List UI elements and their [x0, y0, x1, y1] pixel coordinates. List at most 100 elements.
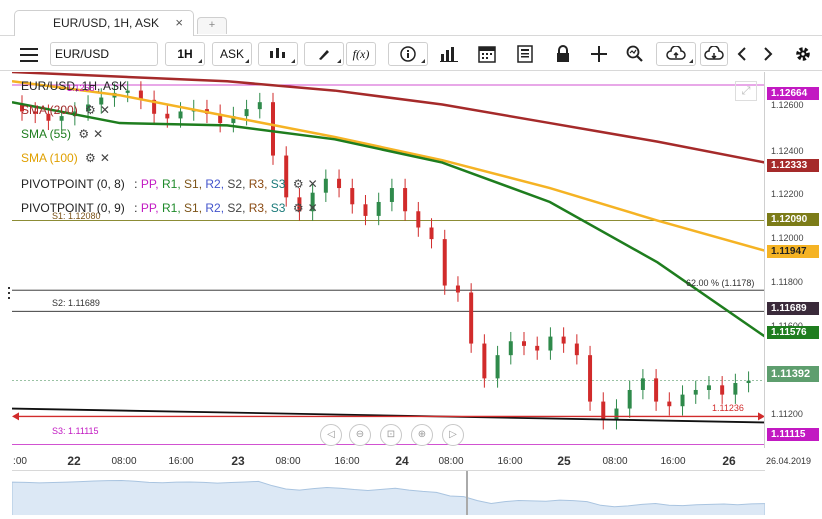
- legend-sma200[interactable]: SMA (200) ⚙ ✕: [21, 103, 110, 117]
- chart-tab[interactable]: EUR/USD, 1H, ASK ×: [14, 10, 194, 36]
- pivot2-label: PIVOTPOINT (0, 9): [21, 201, 125, 215]
- menu-button[interactable]: [14, 42, 44, 66]
- chevron-left-icon: [737, 47, 746, 61]
- candle-body: [469, 292, 474, 344]
- navigator[interactable]: [12, 470, 765, 515]
- new-tab-button[interactable]: +: [197, 17, 227, 34]
- news-button[interactable]: [510, 42, 540, 66]
- crosshair-button[interactable]: [584, 42, 614, 66]
- candle-body: [125, 90, 130, 93]
- volume-button[interactable]: [434, 42, 464, 66]
- pan-left-button[interactable]: ◁: [320, 424, 342, 446]
- pp-label: PP,: [140, 201, 159, 215]
- s2-price-label: 1.11689: [767, 302, 819, 315]
- symbol-input[interactable]: EUR/USD: [50, 42, 158, 66]
- timeframe-select[interactable]: 1H: [165, 42, 205, 66]
- scroll-left-button[interactable]: [730, 42, 754, 66]
- s1-label: S1,: [184, 177, 203, 191]
- gear-icon[interactable]: ⚙: [78, 127, 90, 141]
- s1-level-label: S1: 1.12080: [52, 211, 101, 221]
- zoom-out-button[interactable]: ⊖: [349, 424, 371, 446]
- fit-button[interactable]: ⊡: [380, 424, 402, 446]
- s1-price-label: 1.12090: [767, 213, 819, 226]
- legend-pivot2[interactable]: PIVOTPOINT (0, 9) : PP, R1, S1, R2, S2, …: [21, 201, 318, 215]
- expand-icon[interactable]: ⤢: [735, 81, 757, 101]
- bar-chart-icon: [440, 47, 458, 62]
- candle-body: [522, 341, 526, 346]
- legend-pivot1[interactable]: PIVOTPOINT (0, 8) : PP, R1, S1, R2, S2, …: [21, 177, 318, 191]
- candle-body: [667, 401, 672, 407]
- chart-type-button[interactable]: [258, 42, 298, 66]
- sma200-price-label: 1.12333: [767, 159, 819, 172]
- close-icon[interactable]: ✕: [99, 103, 110, 117]
- s1-label: S1,: [184, 201, 203, 215]
- chart-tab-title: EUR/USD, 1H, ASK: [53, 16, 160, 30]
- pp-price-label: 1.12664: [767, 87, 819, 100]
- navigator-handle[interactable]: [466, 471, 468, 515]
- scroll-right-button[interactable]: [756, 42, 780, 66]
- candle-body: [495, 355, 500, 379]
- candle-body: [284, 155, 289, 198]
- candle-body: [297, 197, 302, 212]
- legend-title: EUR/USD, 1H, ASK: [21, 79, 128, 93]
- pan-right-button[interactable]: ▷: [442, 424, 464, 446]
- lock-button[interactable]: [548, 42, 578, 66]
- calendar-icon: [478, 46, 496, 63]
- gear-icon[interactable]: ⚙: [85, 103, 96, 117]
- zoom-icon: [626, 45, 643, 62]
- indicators-button[interactable]: f(x): [346, 42, 376, 66]
- pivot1-colon: :: [134, 177, 138, 191]
- close-icon[interactable]: ×: [175, 15, 183, 30]
- candle-body: [389, 188, 394, 202]
- side-select[interactable]: ASK: [212, 42, 252, 66]
- candle-body: [720, 385, 725, 395]
- gear-icon[interactable]: ⚙: [292, 201, 304, 215]
- zoom-in-button[interactable]: ⊕: [411, 424, 433, 446]
- r3-label: R3,: [248, 201, 268, 215]
- candle-body: [588, 355, 593, 402]
- candle-body: [244, 109, 249, 117]
- time-axis[interactable]: :00 22 08:00 16:00 23 08:00 16:00 24 08:…: [12, 452, 765, 470]
- sma100-price-label: 1.11947: [767, 245, 819, 258]
- settings-button[interactable]: [790, 42, 816, 66]
- resize-handle[interactable]: [7, 287, 11, 301]
- candle-body: [654, 378, 659, 402]
- upload-button[interactable]: [656, 42, 696, 66]
- close-icon[interactable]: ✕: [99, 151, 110, 165]
- close-icon[interactable]: ✕: [307, 201, 318, 215]
- x-tick: 08:00: [275, 456, 301, 467]
- price-chart[interactable]: [12, 72, 765, 448]
- r3-label: R3,: [248, 177, 268, 191]
- candle-body: [627, 389, 632, 409]
- close-icon[interactable]: ✕: [307, 177, 318, 191]
- candle-body: [693, 389, 698, 395]
- calendar-button[interactable]: [472, 42, 502, 66]
- candle-body: [86, 104, 91, 112]
- draw-tool-button[interactable]: [304, 42, 344, 66]
- navigator-chart: [12, 479, 765, 515]
- chart-plot-area[interactable]: 1.1268 S1: 1.12080 S2: 1.11689 S3: 1.111…: [12, 72, 765, 448]
- candle-body: [535, 345, 540, 351]
- candle-body: [640, 378, 645, 390]
- legend-sma55[interactable]: SMA (55) ⚙ ✕: [21, 127, 103, 141]
- candle-body: [138, 90, 143, 100]
- gear-icon[interactable]: ⚙: [292, 177, 304, 191]
- info-button[interactable]: [388, 42, 428, 66]
- download-button[interactable]: [700, 42, 728, 66]
- zoom-button[interactable]: [620, 42, 650, 66]
- arrow-right-icon: [758, 412, 764, 421]
- close-icon[interactable]: ✕: [93, 127, 104, 141]
- s2-level-label: S2: 1.11689: [52, 298, 100, 308]
- price-axis[interactable]: 1.12600 1.12400 1.12200 1.12000 1.11800 …: [765, 72, 822, 448]
- gear-icon: [796, 47, 810, 61]
- candle-body: [178, 111, 183, 119]
- legend-sma100[interactable]: SMA (100) ⚙ ✕: [21, 151, 110, 165]
- candle-body: [574, 343, 579, 356]
- candle-body: [680, 394, 685, 407]
- candle-body: [99, 97, 104, 105]
- gear-icon[interactable]: ⚙: [85, 151, 96, 165]
- sma55-line: [12, 100, 764, 338]
- trendline-label: 1.11236: [712, 403, 744, 413]
- r2-label: R2,: [205, 177, 225, 191]
- navigator-area: [12, 479, 765, 515]
